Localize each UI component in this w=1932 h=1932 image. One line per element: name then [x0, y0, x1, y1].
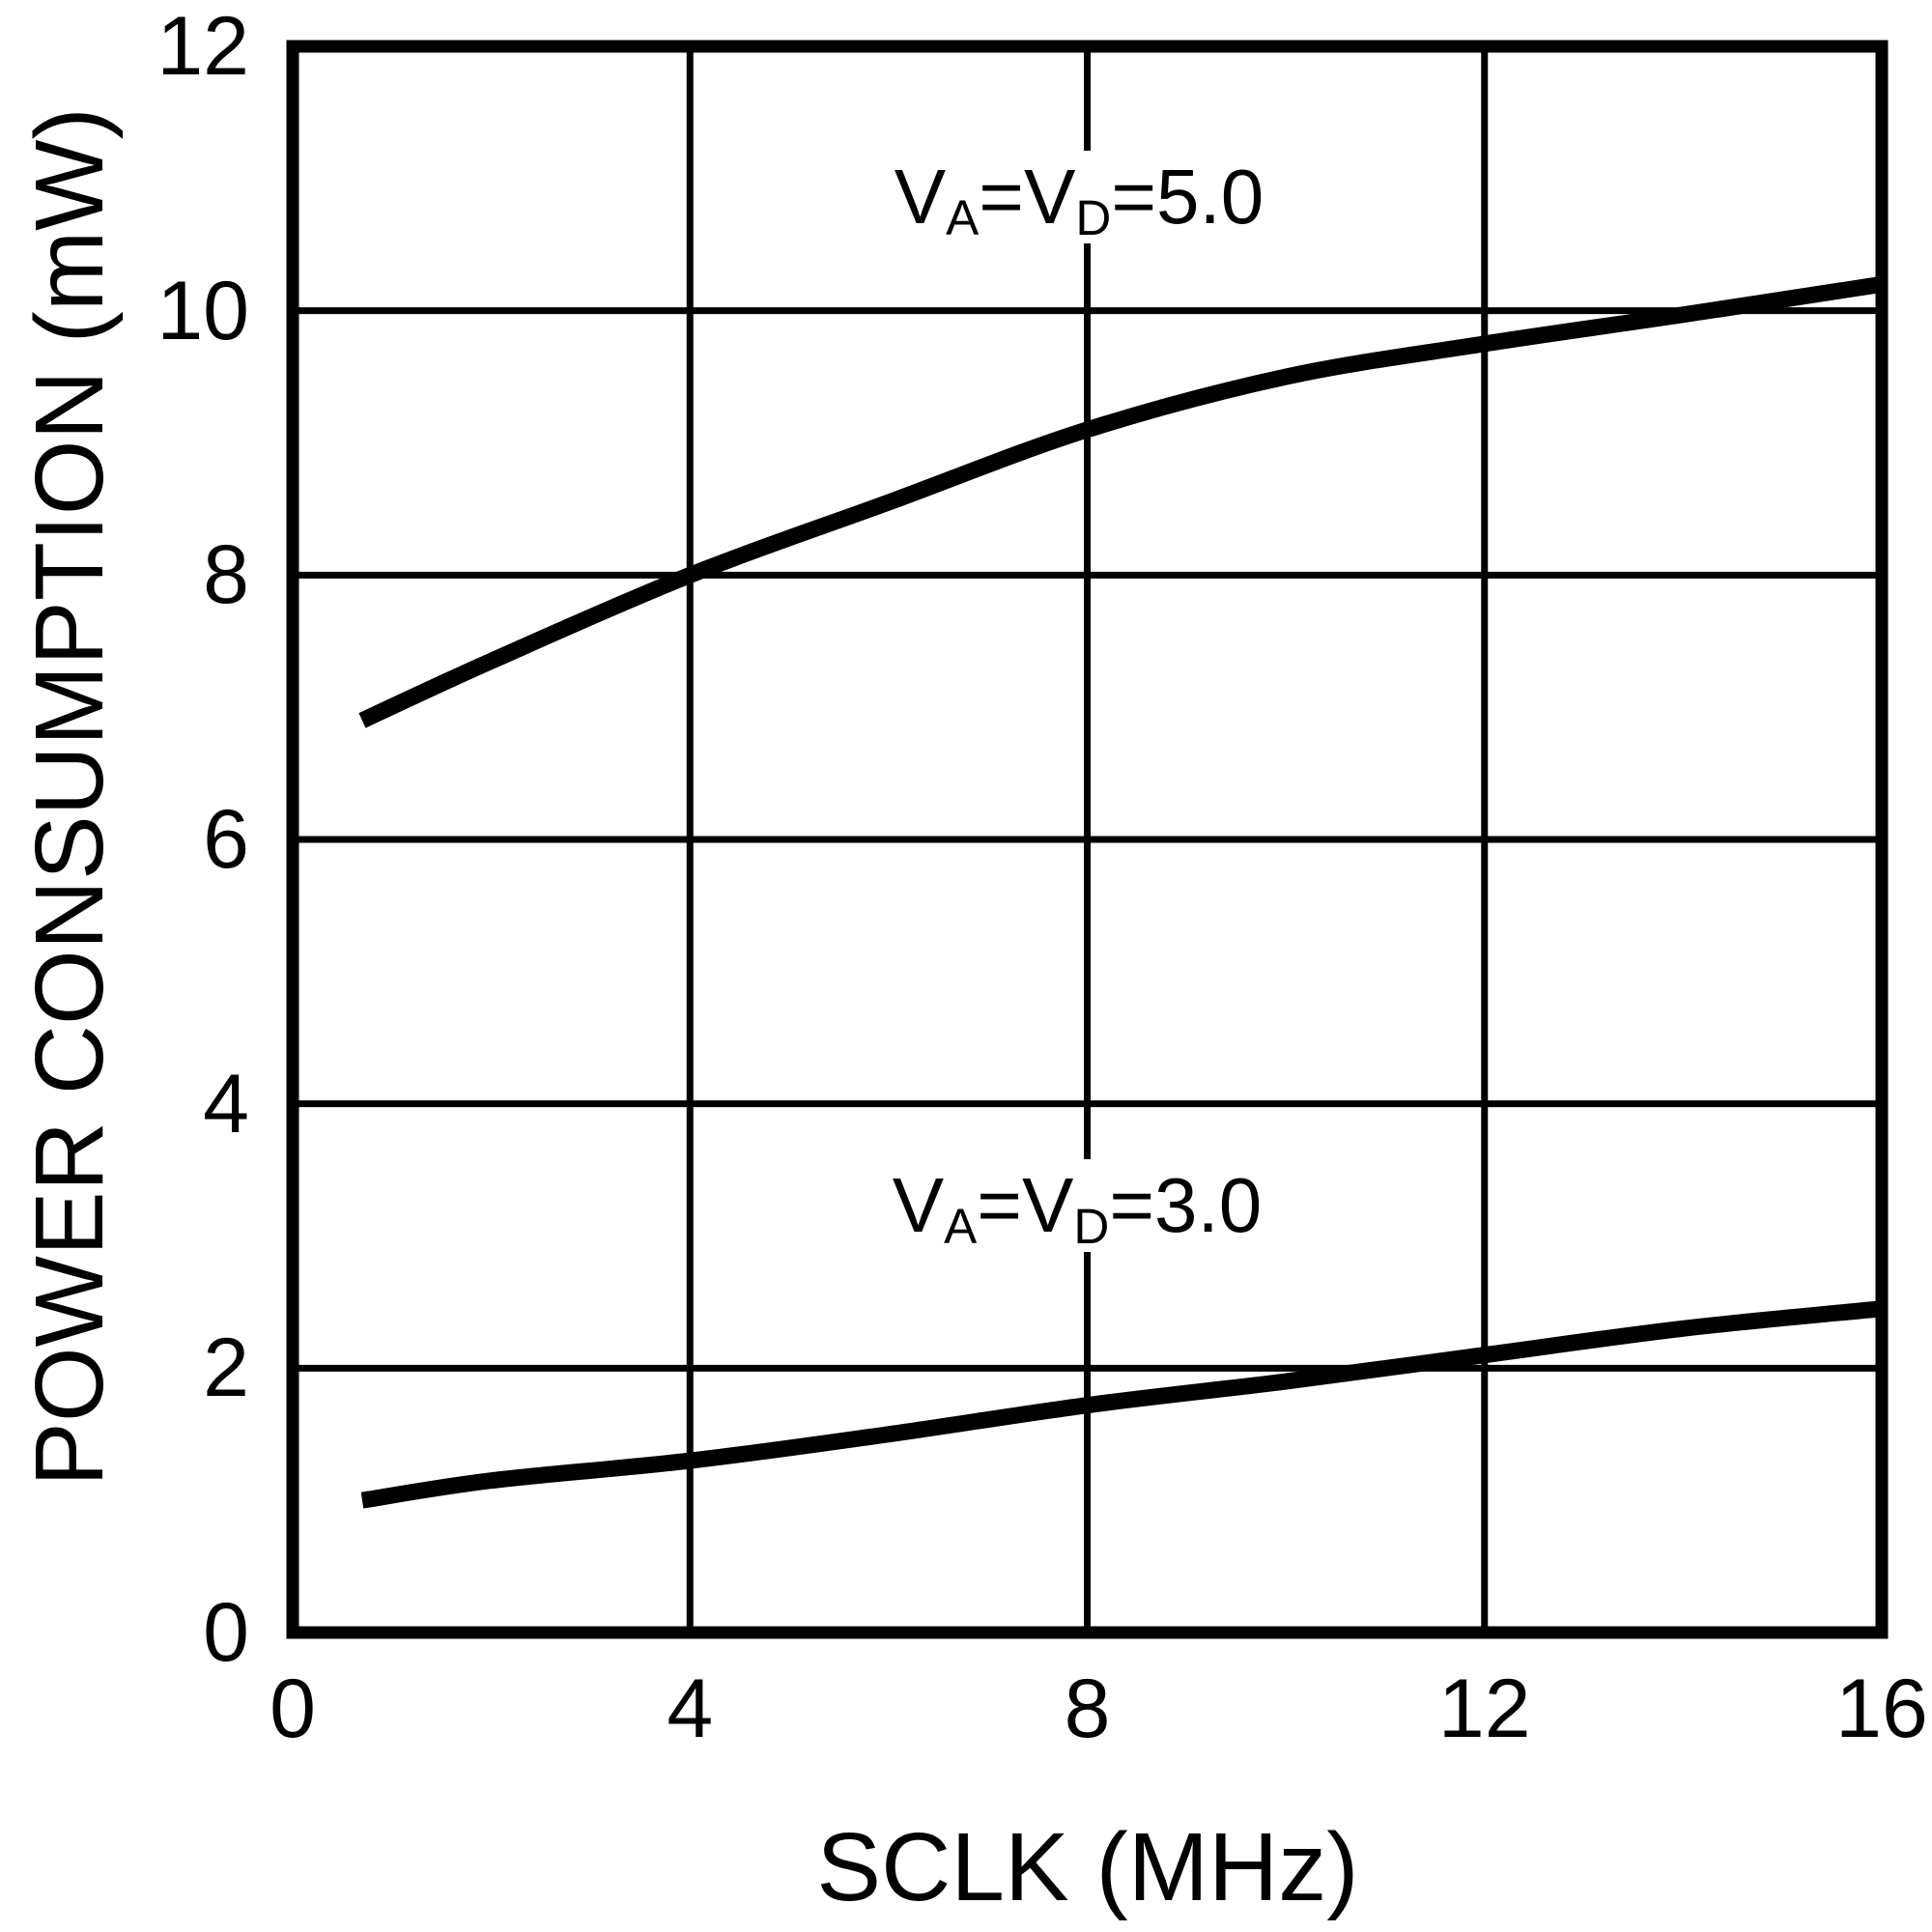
y-tick-label-6: 6	[203, 793, 249, 886]
x-tick-label-4: 4	[667, 1662, 714, 1755]
annotation-text: =5.0	[1111, 154, 1264, 240]
series-label-va-vd-5: VA=VD=5.0	[878, 151, 1280, 246]
y-tick-label-8: 8	[203, 528, 249, 622]
plot-frame	[286, 40, 1889, 1639]
annotation-text: =3.0	[1109, 1162, 1263, 1248]
annotation-subscript: A	[944, 1199, 978, 1255]
annotation-subscript: A	[946, 190, 980, 246]
annotation-subscript: D	[1075, 190, 1112, 246]
x-tick-label-0: 0	[270, 1662, 316, 1755]
series-curve-VA=VD=5.0	[358, 275, 1884, 728]
x-axis-title: SCLK (MHz)	[816, 1813, 1359, 1921]
annotation-text: V	[892, 1162, 945, 1248]
annotation-text: V	[894, 154, 947, 240]
annotation-subscript: D	[1073, 1199, 1110, 1255]
x-tick-label-12: 12	[1437, 1662, 1531, 1755]
y-tick-label-2: 2	[203, 1321, 249, 1415]
y-tick-label-12: 12	[156, 0, 249, 93]
x-tick-label-16: 16	[1835, 1662, 1928, 1755]
y-tick-label-0: 0	[203, 1586, 249, 1679]
series-label-va-vd-3: VA=VD=3.0	[876, 1159, 1278, 1255]
x-tick-label-8: 8	[1064, 1662, 1111, 1755]
series-curve-VA=VD=3.0	[360, 1300, 1883, 1509]
y-tick-label-4: 4	[203, 1057, 249, 1151]
annotation-text: =V	[979, 154, 1076, 240]
annotation-text: =V	[977, 1162, 1074, 1248]
y-tick-label-10: 10	[156, 264, 249, 357]
